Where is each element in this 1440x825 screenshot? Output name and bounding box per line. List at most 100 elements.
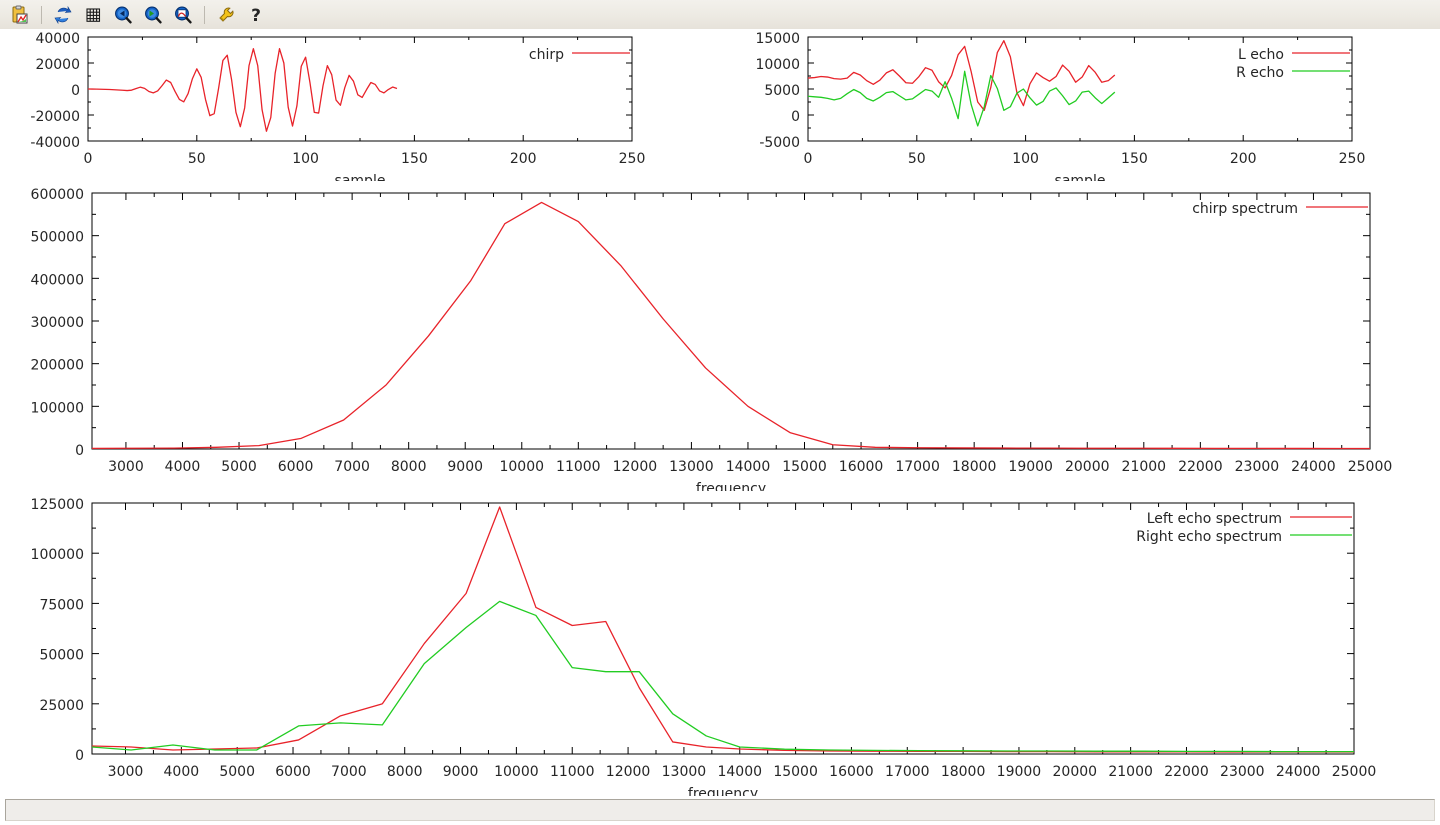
next-zoom-button[interactable] — [139, 1, 167, 28]
y-tick-label: 500000 — [31, 230, 84, 246]
series-line-chirp — [87, 48, 398, 132]
x-tick-label: 25000 — [1332, 764, 1377, 780]
legend-label: chirp spectrum — [1192, 201, 1298, 217]
status-bar — [0, 797, 1440, 825]
x-tick-label: 4000 — [165, 459, 201, 475]
question-mark-icon: ? — [251, 6, 261, 25]
grid-icon — [86, 7, 101, 22]
legend-label: R echo — [1236, 65, 1284, 81]
y-tick-label: -20000 — [30, 109, 80, 125]
status-message — [5, 799, 1435, 821]
series-line-l-echo — [807, 39, 1116, 111]
x-tick-label: 21000 — [1108, 764, 1153, 780]
x-tick-label: 18000 — [941, 764, 986, 780]
x-axis-label: frequency — [688, 786, 758, 796]
x-tick-label: 21000 — [1122, 459, 1167, 475]
x-tick-label: 0 — [84, 151, 93, 167]
x-tick-label: 10000 — [494, 764, 539, 780]
y-tick-label: 400000 — [31, 272, 84, 288]
x-tick-label: 6000 — [278, 459, 314, 475]
x-tick-label: 4000 — [164, 764, 200, 780]
x-tick-label: 200 — [1230, 151, 1257, 167]
x-tick-label: 3000 — [108, 459, 144, 475]
replot-button[interactable] — [49, 1, 77, 28]
x-tick-label: 250 — [1339, 151, 1366, 167]
y-tick-label: 100000 — [31, 400, 84, 416]
magnifier-left-arrow-icon — [115, 6, 132, 23]
settings-button[interactable] — [212, 1, 240, 28]
x-tick-label: 9000 — [447, 459, 483, 475]
y-tick-label: 0 — [75, 443, 84, 459]
x-tick-label: 9000 — [443, 764, 479, 780]
legend-label: Right echo spectrum — [1136, 529, 1282, 545]
y-tick-label: 5000 — [764, 83, 800, 99]
x-tick-label: 17000 — [885, 764, 930, 780]
plot-canvas[interactable]: -40000 -20000 0 20000 40000 0 50 100 150 200 250 sa… — [0, 29, 1440, 797]
plot-frame — [91, 192, 1371, 450]
x-tick-label: 12000 — [606, 764, 651, 780]
x-axis-label: frequency — [696, 481, 766, 491]
export-to-clipboard-button[interactable] — [6, 1, 34, 28]
x-tick-label: 15000 — [782, 459, 827, 475]
echo-spectrum-svg: 0 25000 50000 75000 100000 125000 3000 4000 5000… — [31, 497, 1377, 796]
x-tick-label: 13000 — [662, 764, 707, 780]
x-tick-label: 18000 — [952, 459, 997, 475]
x-tick-label: 3000 — [108, 764, 144, 780]
y-tick-label: 75000 — [39, 597, 84, 613]
magnifier-right-arrow-icon — [145, 6, 162, 23]
x-tick-label: 16000 — [839, 459, 884, 475]
plot-chirp-spectrum[interactable]: 0 100000 200000 300000 400000 500000 600000 300… — [0, 181, 1440, 491]
y-tick-label: 50000 — [39, 648, 84, 664]
x-tick-label: 5000 — [219, 764, 255, 780]
x-tick-label: 16000 — [829, 764, 874, 780]
x-tick-label: 20000 — [1053, 764, 1098, 780]
y-tick-label: 125000 — [31, 497, 84, 513]
legend-label: Left echo spectrum — [1147, 511, 1282, 527]
y-tick-label: 25000 — [39, 698, 84, 714]
previous-zoom-button[interactable] — [109, 1, 137, 28]
x-tick-label: 10000 — [499, 459, 544, 475]
x-tick-label: 5000 — [221, 459, 257, 475]
x-tick-label: 100 — [292, 151, 319, 167]
y-tick-label: 300000 — [31, 315, 84, 331]
toolbar: ? — [0, 0, 1440, 30]
toolbar-separator-1 — [41, 5, 42, 24]
autoscale-button[interactable] — [169, 1, 197, 28]
series-line-chirp-spectrum — [91, 201, 1370, 450]
legend-label: L echo — [1238, 47, 1284, 63]
y-tick-label: 0 — [791, 109, 800, 125]
series-line-r-echo — [807, 70, 1116, 127]
x-tick-label: 7000 — [334, 459, 370, 475]
x-tick-label: 8000 — [391, 459, 427, 475]
x-tick-label: 6000 — [275, 764, 311, 780]
x-tick-label: 8000 — [387, 764, 423, 780]
y-tick-label: -5000 — [759, 135, 800, 151]
plot-lr-echo-waveform[interactable]: -5000 0 5000 10000 15000 0 50 100 150 200 250 sampl… — [720, 29, 1420, 181]
y-tick-label: 40000 — [35, 31, 80, 47]
x-tick-label: 15000 — [773, 764, 818, 780]
y-tick-label: 0 — [75, 748, 84, 764]
x-tick-label: 0 — [804, 151, 813, 167]
y-tick-label: 0 — [71, 83, 80, 99]
x-tick-label: 150 — [401, 151, 428, 167]
chirp-waveform-svg: -40000 -20000 0 20000 40000 0 50 100 150 200 250 sa… — [30, 31, 646, 181]
x-tick-label: 12000 — [613, 459, 658, 475]
x-tick-label: 200 — [510, 151, 537, 167]
x-tick-label: 13000 — [669, 459, 714, 475]
help-button[interactable]: ? — [242, 1, 270, 28]
plot-chirp-waveform[interactable]: -40000 -20000 0 20000 40000 0 50 100 150 200 250 sa… — [0, 29, 700, 181]
x-tick-label: 22000 — [1178, 459, 1223, 475]
toggle-grid-button[interactable] — [79, 1, 107, 28]
y-tick-label: 15000 — [755, 31, 800, 47]
x-tick-label: 24000 — [1291, 459, 1336, 475]
plot-echo-spectrum[interactable]: 0 25000 50000 75000 100000 125000 3000 4000 5000… — [0, 491, 1440, 796]
x-tick-label: 23000 — [1220, 764, 1265, 780]
y-tick-label: 20000 — [35, 57, 80, 73]
x-tick-label: 250 — [619, 151, 646, 167]
x-tick-label: 20000 — [1065, 459, 1110, 475]
x-tick-label: 11000 — [556, 459, 601, 475]
x-tick-label: 150 — [1121, 151, 1148, 167]
y-tick-label: 200000 — [31, 358, 84, 374]
